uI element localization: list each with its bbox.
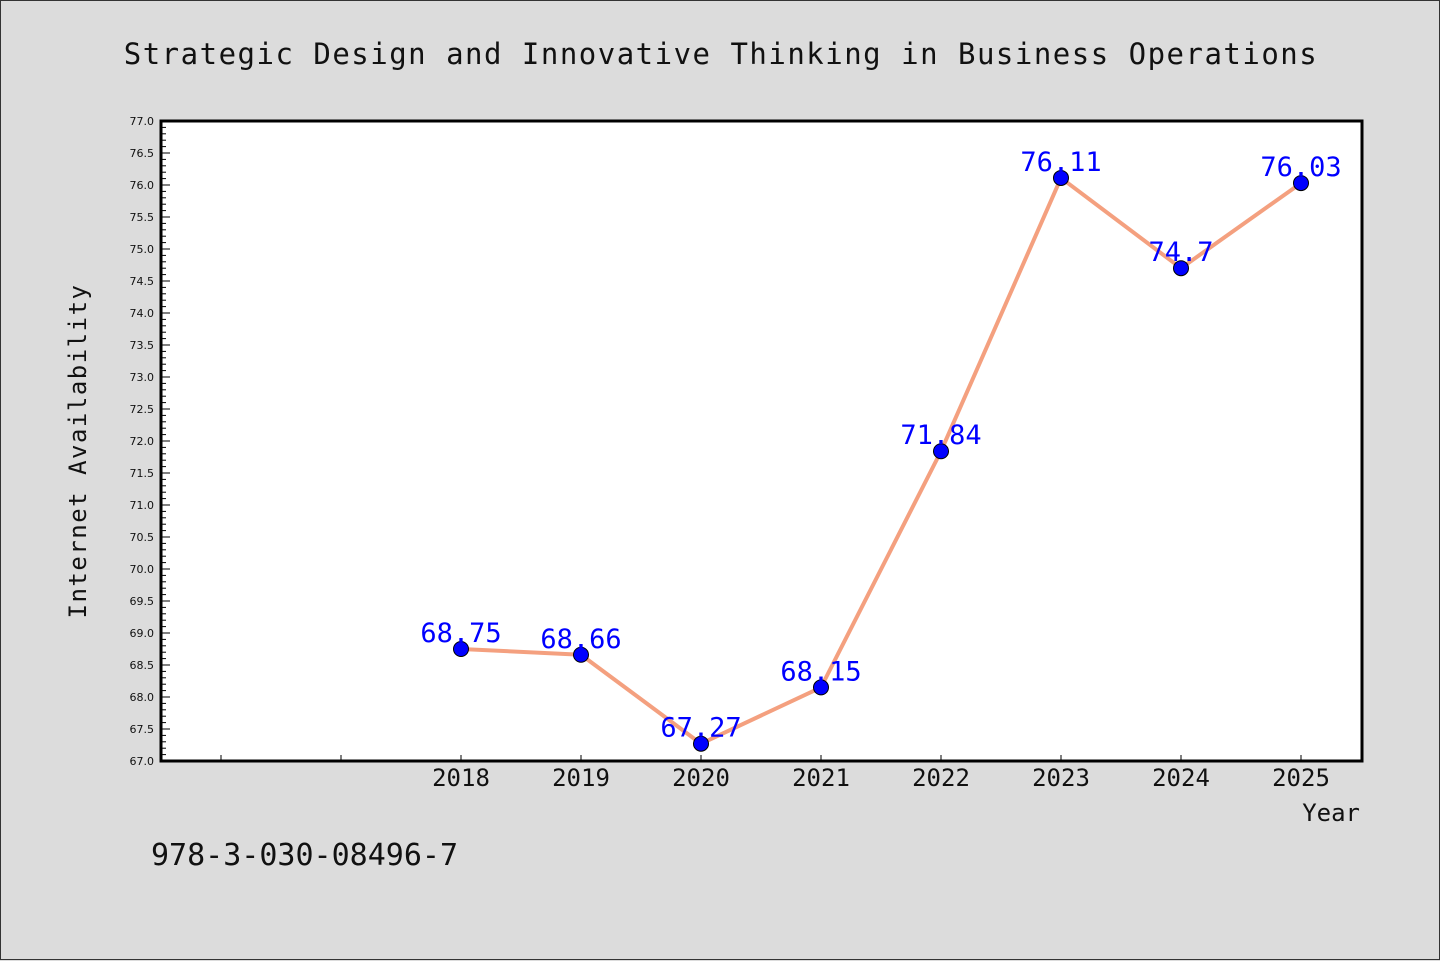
x-tick-label: 2021 [792, 764, 850, 792]
y-tick-label: 75.0 [130, 243, 155, 256]
x-axis-ticks: 2018 2019 2020 2021 2022 2023 2024 2025 [220, 755, 1330, 792]
data-label: 68.15 [780, 656, 861, 687]
y-tick-label: 74.5 [130, 275, 155, 288]
data-point [813, 679, 829, 696]
data-label: 74.7 [1148, 237, 1213, 268]
y-tick-label: 75.5 [130, 211, 155, 224]
y-tick-label: 73.0 [130, 371, 155, 384]
x-tick-label: 2025 [1272, 764, 1330, 792]
x-tick-label: 2018 [432, 764, 490, 792]
x-tick-label: 2020 [672, 764, 730, 792]
x-tick-label: 2019 [552, 764, 610, 792]
chart-title: Strategic Design and Innovative Thinking… [124, 37, 1318, 71]
y-tick-label: 76.5 [130, 147, 155, 160]
plot-border [159, 119, 1364, 763]
x-axis-label: Year [1302, 799, 1360, 827]
data-point [1173, 260, 1189, 277]
y-tick-label: 71.5 [130, 467, 155, 480]
y-tick-label: 67.0 [130, 755, 155, 768]
data-label: 76.03 [1260, 152, 1341, 183]
data-label: 67.27 [660, 713, 741, 744]
data-label: 76.11 [1020, 147, 1101, 178]
y-tick-label: 73.5 [130, 339, 155, 352]
data-label: 68.66 [540, 624, 621, 655]
y-tick-label: 68.0 [130, 691, 155, 704]
y-tick-label: 70.5 [130, 531, 155, 544]
y-axis-label: Internet Availability [64, 284, 92, 619]
y-tick-label: 70.0 [130, 563, 155, 576]
series-layer [453, 169, 1309, 752]
y-tick-label: 68.5 [130, 659, 155, 672]
data-point [453, 641, 469, 657]
data-point [1053, 169, 1069, 186]
data-point [693, 735, 709, 752]
isbn-text: 978-3-030-08496-7 [151, 838, 458, 873]
y-tick-label: 69.5 [130, 595, 155, 608]
series-line [460, 175, 1303, 746]
data-point [573, 646, 589, 663]
data-point [1293, 175, 1309, 192]
y-tick-label: 67.5 [130, 723, 155, 736]
y-tick-label: 76.0 [130, 179, 155, 192]
y-tick-label: 77.0 [130, 115, 155, 128]
data-labels: 68.75 68.66 67.27 68.15 71.84 76.11 74.7 76.03 [420, 147, 1341, 744]
data-label: 68.75 [420, 618, 501, 649]
y-tick-label: 72.0 [130, 435, 155, 448]
x-tick-label: 2022 [912, 764, 970, 792]
y-tick-label: 74.0 [130, 307, 155, 320]
plot-area [161, 121, 1362, 761]
y-tick-label: 71.0 [130, 499, 155, 512]
y-tick-label: 72.5 [130, 403, 155, 416]
data-label: 71.84 [900, 420, 981, 451]
data-point [933, 443, 949, 460]
x-tick-label: 2023 [1032, 764, 1090, 792]
y-tick-label: 69.0 [130, 627, 155, 640]
x-tick-label: 2024 [1152, 764, 1210, 792]
